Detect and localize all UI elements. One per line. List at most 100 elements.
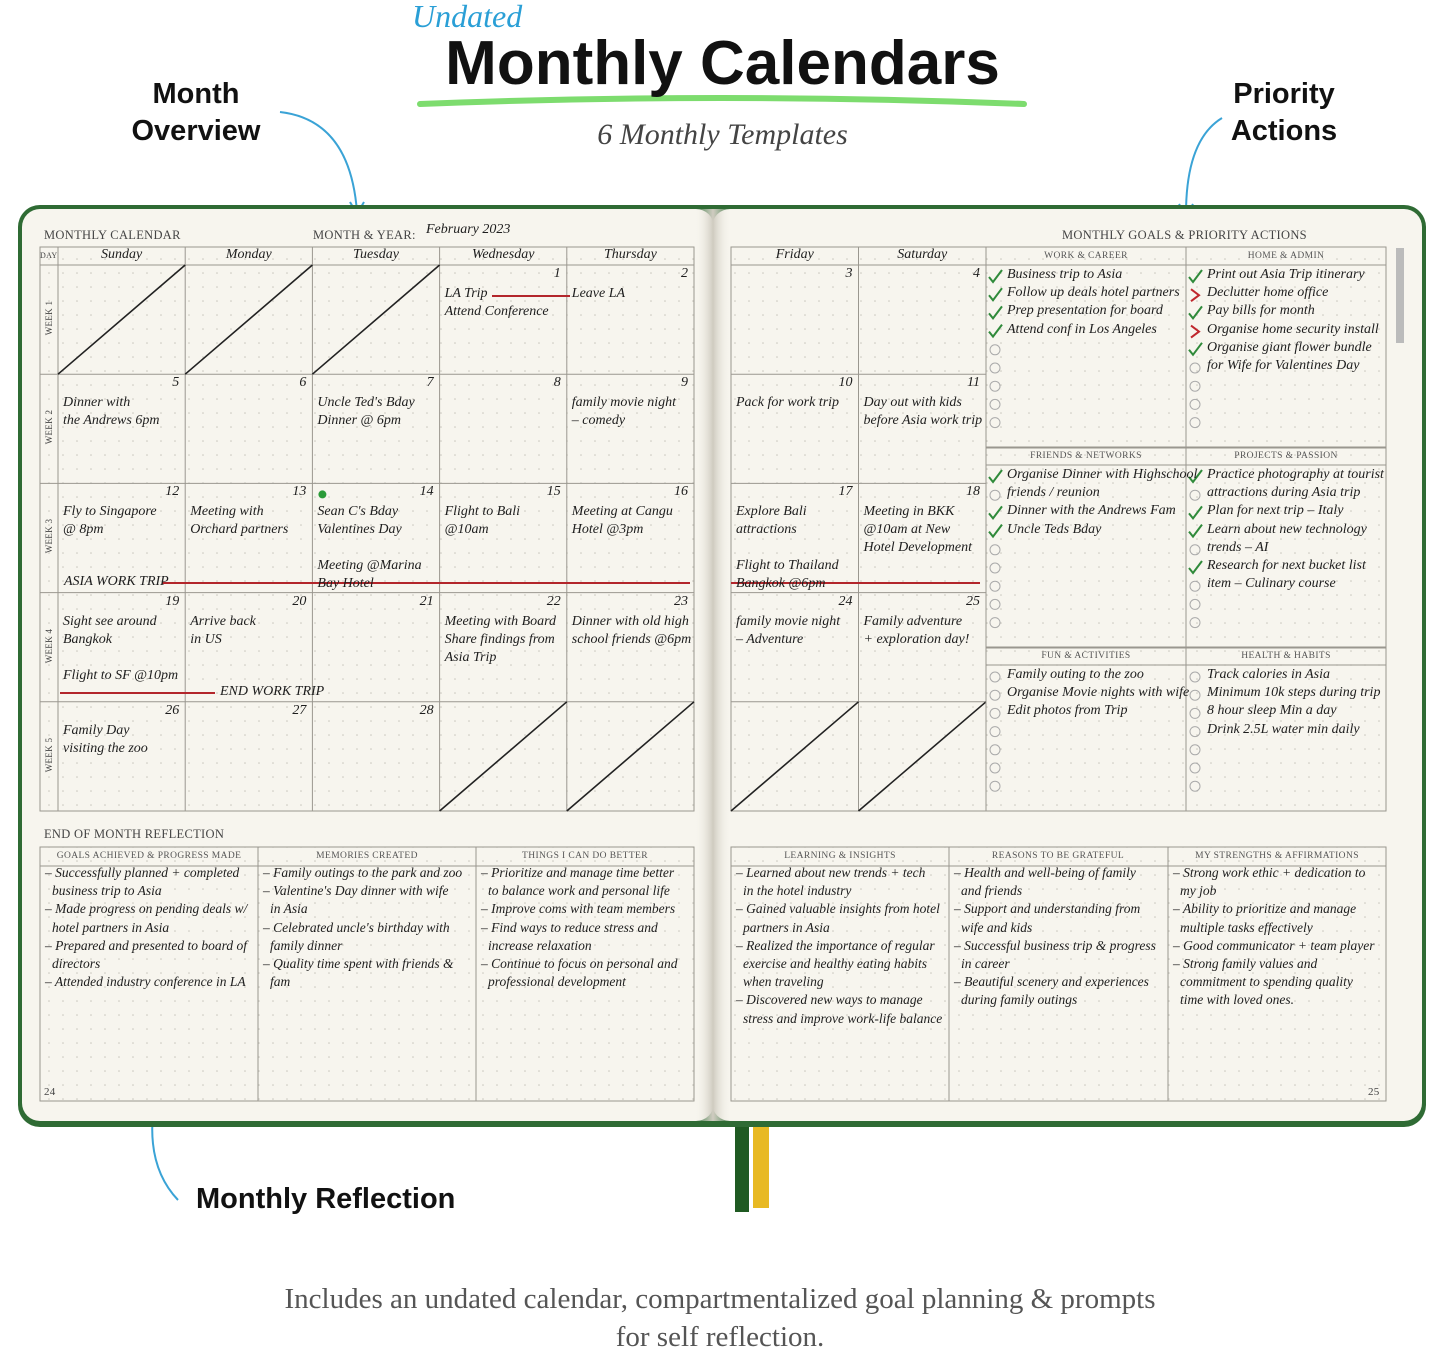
- reflection-line: exercise and healthy eating habits: [743, 956, 927, 971]
- circle: [1189, 780, 1201, 792]
- reflection-line: – Prepared and presented to board of: [45, 937, 247, 953]
- goal-title: WORK & CAREER: [1044, 251, 1128, 261]
- check: [988, 324, 1003, 339]
- note: Valentines Day: [317, 522, 402, 538]
- reflection-line: when traveling: [743, 974, 824, 990]
- reflection-line: time with loved ones.: [1180, 992, 1294, 1008]
- day-number: 28: [419, 702, 434, 718]
- note: Family Day: [63, 722, 130, 738]
- circle: [1189, 726, 1201, 738]
- day-number: 12: [165, 484, 180, 500]
- reflection-line: – Improve coms with team members: [481, 901, 676, 917]
- dots: [40, 247, 694, 811]
- dots: [40, 847, 694, 1101]
- day-number: 8: [553, 375, 561, 391]
- arrow-mark: [1190, 324, 1201, 339]
- reflection-title: GOALS ACHIEVED & PROGRESS MADE: [56, 851, 242, 861]
- reflection-line: commitment to spending quality: [1180, 974, 1353, 990]
- circle: [1189, 417, 1201, 429]
- reflection-line: – Successfully planned + completed: [45, 865, 240, 880]
- goal-item: Organise home security install: [1207, 321, 1379, 337]
- reflection-frame: [730, 846, 1387, 1102]
- page-label: MONTHLY CALENDAR: [44, 228, 181, 242]
- weekday: Friday: [775, 247, 814, 262]
- circle: [989, 489, 1001, 501]
- note: Sean C's Bday: [317, 504, 399, 520]
- note: @ 8pm: [63, 522, 104, 538]
- note: @10am at New: [863, 522, 951, 538]
- reflection-line: – Strong work ethic + dedication to: [1173, 865, 1366, 880]
- reflection-title: MY STRENGTHS & AFFIRMATIONS: [1195, 851, 1359, 861]
- note: Bay Hotel: [317, 576, 374, 592]
- goal-item: Edit photos from Trip: [1007, 703, 1128, 719]
- callout: Priority Actions: [1230, 78, 1338, 147]
- day-label: DAY: [40, 251, 58, 260]
- reflection-line: family dinner: [270, 937, 343, 953]
- reflection-line: – Family outings to the park and zoo: [263, 865, 463, 880]
- page-number: 25: [1368, 1086, 1380, 1098]
- goal-item: Pay bills for month: [1207, 303, 1315, 319]
- reflection-line: my job: [1180, 883, 1217, 899]
- circle: [989, 707, 1001, 719]
- goal-item: Research for next bucket list: [1207, 558, 1366, 573]
- goal-item: Practice photography at tourist: [1207, 467, 1384, 482]
- title-underline: [417, 95, 1027, 107]
- weekday: Thursday: [603, 247, 657, 262]
- day-number: 26: [165, 702, 180, 718]
- reflection-line: hotel partners in Asia: [52, 919, 170, 935]
- note: LA Trip: [444, 286, 488, 301]
- check: [988, 305, 1003, 321]
- reflection-line: professional development: [488, 974, 626, 990]
- day-number: 19: [165, 593, 180, 609]
- note: Share findings from: [444, 631, 555, 647]
- reflection-title: THINGS I CAN DO BETTER: [522, 851, 648, 861]
- cross-out: [311, 264, 441, 375]
- note: family movie night: [736, 613, 841, 629]
- day-number: 23: [674, 593, 688, 609]
- note: Meeting @Marina: [317, 558, 422, 574]
- day-number: 18: [966, 484, 980, 500]
- day-number: 6: [299, 375, 307, 391]
- note: Meeting at Cangu: [571, 504, 673, 520]
- check: [1188, 342, 1203, 357]
- goal-title: HEALTH & HABITS: [1241, 651, 1331, 661]
- day-number: 11: [967, 375, 980, 391]
- note: Dinner @ 6pm: [317, 413, 402, 429]
- reflection-line: increase relaxation: [488, 937, 592, 953]
- goal-item: trends – AI: [1207, 539, 1269, 555]
- note: Dinner with: [63, 395, 131, 411]
- goal-item: Uncle Teds Bday: [1007, 521, 1102, 537]
- check: [988, 505, 1003, 521]
- reflection-line: – Quality time spent with friends &: [263, 956, 454, 971]
- day-number: 9: [681, 375, 688, 391]
- day-number: 10: [838, 375, 853, 391]
- circle: [989, 398, 1001, 410]
- goal-title: PROJECTS & PASSION: [1234, 451, 1338, 461]
- note: Family adventure: [863, 613, 963, 629]
- reflection-line: in the hotel industry: [743, 883, 852, 899]
- day-number: 5: [172, 375, 180, 391]
- note: Flight to SF @10pm: [63, 667, 179, 683]
- week-label: WEEK 1: [44, 300, 54, 336]
- goal-item: Organise giant flower bundle: [1207, 339, 1372, 355]
- circle: [989, 689, 1001, 701]
- month: February 2023: [426, 222, 511, 237]
- goal-item: Attend conf in Los Angeles: [1007, 321, 1157, 337]
- note: in US: [190, 631, 222, 647]
- circle: [1189, 689, 1201, 701]
- goal-item: for Wife for Valentines Day: [1207, 358, 1360, 373]
- weekday: Sunday: [100, 247, 143, 262]
- goal-item: Prep presentation for board: [1007, 303, 1163, 319]
- callout: Month Overview: [131, 78, 261, 147]
- note: Explore Bali: [736, 504, 807, 520]
- goal-item: Business trip to Asia: [1007, 267, 1123, 282]
- day-number: 16: [674, 484, 688, 500]
- circle: [1189, 489, 1201, 501]
- cross-out: [439, 701, 568, 812]
- reflection-title: REASONS TO BE GRATEFUL: [991, 851, 1125, 861]
- reflection-line: – Discovered new ways to manage: [736, 992, 923, 1008]
- weekday: Saturday: [897, 247, 948, 262]
- dot: [318, 490, 327, 499]
- note: Bangkok @6pm: [736, 576, 826, 592]
- circle: [989, 726, 1001, 738]
